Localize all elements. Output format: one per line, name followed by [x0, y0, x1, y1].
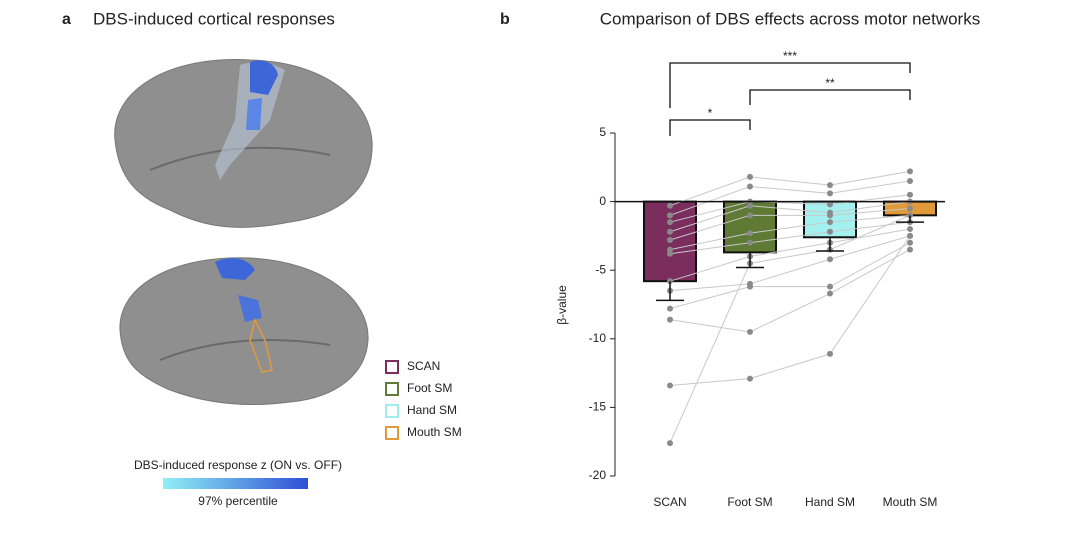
- data-point: [747, 212, 753, 219]
- significance-label: *: [708, 106, 713, 120]
- data-point: [907, 178, 913, 185]
- data-point: [747, 230, 753, 237]
- subject-line: [669, 180, 911, 216]
- error-bar: [736, 252, 764, 269]
- x-tick-label: Mouth SM: [883, 495, 938, 509]
- panel-letter: b: [500, 11, 510, 28]
- data-point: [907, 168, 913, 175]
- data-point: [907, 232, 913, 239]
- data-point: [907, 226, 913, 233]
- colorbar-label: DBS-induced response z (ON vs. OFF): [134, 458, 342, 472]
- data-point: [827, 201, 833, 208]
- data-point: [747, 375, 753, 382]
- y-tick-label: 5: [599, 125, 606, 139]
- significance-label: **: [825, 76, 835, 90]
- data-point: [667, 237, 673, 244]
- legend-label: SCAN: [407, 359, 440, 373]
- data-point: [827, 283, 833, 290]
- legend-swatch: [385, 404, 399, 418]
- data-point: [747, 239, 753, 246]
- colorbar-caption: 97% percentile: [198, 494, 278, 508]
- data-point: [747, 183, 753, 190]
- x-tick-label: SCAN: [653, 495, 686, 509]
- data-point: [667, 202, 673, 209]
- data-point: [667, 440, 673, 447]
- data-point: [747, 283, 753, 290]
- y-tick-label: -10: [589, 331, 607, 345]
- subject-line: [669, 194, 911, 223]
- significance-label: ***: [783, 49, 797, 63]
- data-point: [667, 246, 673, 253]
- data-point: [827, 228, 833, 235]
- legend-swatch: [385, 382, 399, 396]
- legend-label: Mouth SM: [407, 425, 462, 439]
- significance-bracket: [669, 62, 911, 108]
- significance-bracket: [669, 119, 751, 136]
- subject-line: [669, 207, 911, 241]
- subject-line: [669, 214, 911, 251]
- error-bar: [896, 215, 924, 223]
- data-point: [667, 382, 673, 389]
- subject-line: [669, 249, 911, 333]
- data-point: [827, 350, 833, 357]
- subject-line: [669, 201, 911, 233]
- panel-title: DBS-induced cortical responses: [93, 9, 335, 28]
- data-point: [827, 212, 833, 219]
- colorbar: [163, 478, 308, 489]
- brain-illustrations: [114, 59, 373, 405]
- error-bar: [816, 237, 844, 252]
- subject-line: [669, 221, 911, 255]
- y-tick-label: 0: [599, 194, 606, 208]
- panel-letter: a: [62, 11, 71, 28]
- data-point: [827, 256, 833, 263]
- data-point: [827, 190, 833, 197]
- legend-swatch: [385, 426, 399, 440]
- data-point: [827, 290, 833, 297]
- data-point: [907, 246, 913, 253]
- subject-line: [669, 214, 911, 444]
- significance-bracket: [749, 89, 911, 105]
- y-axis-label: β-value: [555, 285, 569, 325]
- data-point: [827, 219, 833, 226]
- x-tick-label: Hand SM: [805, 495, 855, 509]
- data-point: [827, 182, 833, 189]
- subject-line: [669, 235, 911, 386]
- data-point: [667, 212, 673, 219]
- data-point: [907, 239, 913, 246]
- error-bar: [656, 281, 684, 302]
- legend-swatch: [385, 360, 399, 374]
- data-point: [667, 219, 673, 226]
- y-tick-label: -5: [595, 262, 606, 276]
- chart-title: Comparison of DBS effects across motor n…: [600, 9, 980, 28]
- data-point: [907, 191, 913, 198]
- legend-label: Foot SM: [407, 381, 452, 395]
- y-tick-label: -20: [589, 468, 607, 482]
- y-tick-label: -15: [589, 400, 607, 414]
- data-point: [667, 250, 673, 257]
- data-point: [667, 305, 673, 312]
- data-point: [667, 228, 673, 235]
- data-point: [667, 316, 673, 323]
- data-point: [747, 173, 753, 180]
- data-point: [747, 202, 753, 209]
- subject-line: [669, 242, 911, 310]
- subject-line: [669, 170, 911, 207]
- subject-line: [669, 228, 911, 282]
- data-point: [747, 328, 753, 335]
- legend-label: Hand SM: [407, 403, 457, 417]
- subject-line: [669, 235, 911, 292]
- data-point: [907, 205, 913, 212]
- x-tick-label: Foot SM: [727, 495, 772, 509]
